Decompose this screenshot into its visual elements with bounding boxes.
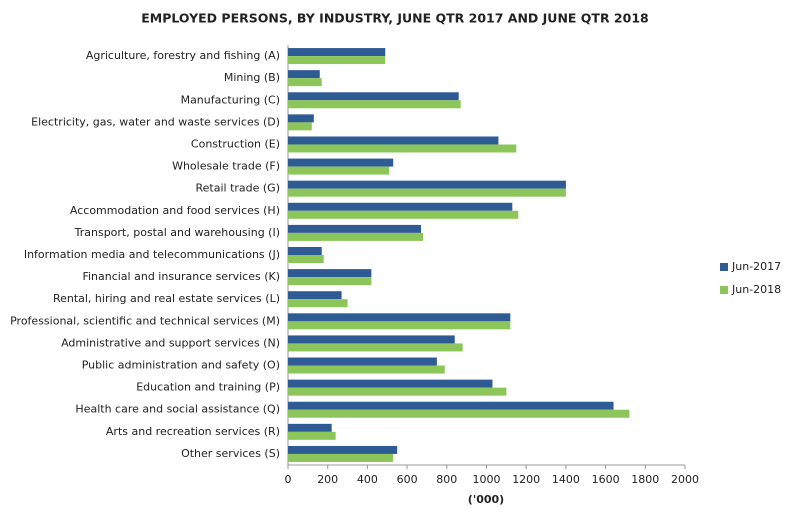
bar <box>288 423 332 432</box>
bar <box>288 158 394 167</box>
bar <box>288 188 566 197</box>
bar <box>288 277 372 286</box>
y-tick-label: Other services (S) <box>181 447 280 460</box>
bar <box>288 401 614 410</box>
bar <box>288 255 324 263</box>
y-tick-label: Arts and recreation services (R) <box>106 425 280 438</box>
bar <box>288 210 519 219</box>
y-tick-label: Financial and insurance services (K) <box>82 270 280 283</box>
y-tick-label: Retail trade (G) <box>195 182 280 195</box>
x-tick-label: 0 <box>285 473 292 486</box>
y-tick-label: Information media and telecommunications… <box>24 248 280 261</box>
y-tick-label: Agriculture, forestry and fishing (A) <box>86 49 280 62</box>
bar <box>288 56 386 65</box>
y-tick-label: Public administration and safety (O) <box>82 359 280 372</box>
bar <box>288 343 463 352</box>
bar <box>288 431 336 440</box>
bar <box>288 224 421 233</box>
y-tick-label: Manufacturing (C) <box>181 93 280 106</box>
chart-title: EMPLOYED PERSONS, BY INDUSTRY, JUNE QTR … <box>141 11 648 26</box>
bar <box>288 387 507 396</box>
legend-label: Jun-2017 <box>731 260 781 273</box>
bar <box>288 357 437 366</box>
bar <box>288 166 390 175</box>
bar <box>288 180 566 189</box>
bar <box>288 299 348 308</box>
bar <box>288 291 342 300</box>
y-tick-label: Professional, scientific and technical s… <box>10 314 280 327</box>
bar <box>288 409 630 418</box>
bar <box>288 144 517 153</box>
bar <box>288 70 320 79</box>
bar <box>288 78 322 87</box>
bar <box>288 247 322 255</box>
y-tick-label: Administrative and support services (N) <box>61 336 280 349</box>
y-tick-label: Accommodation and food services (H) <box>70 204 280 217</box>
bar <box>288 321 511 330</box>
bar <box>288 269 372 278</box>
legend-swatch <box>720 286 728 294</box>
x-tick-label: 600 <box>397 473 418 486</box>
x-tick-label: 1000 <box>473 473 501 486</box>
y-tick-label: Education and training (P) <box>136 381 280 394</box>
bar <box>288 232 423 241</box>
bar <box>288 445 398 454</box>
x-tick-label: 800 <box>436 473 457 486</box>
y-tick-label: Health care and social assistance (Q) <box>75 403 280 416</box>
bar <box>288 335 455 344</box>
bar <box>288 136 499 145</box>
bar <box>288 313 511 322</box>
bar <box>288 202 513 211</box>
y-tick-label: Mining (B) <box>224 71 280 84</box>
x-tick-label: 200 <box>317 473 338 486</box>
x-tick-label: 1800 <box>631 473 659 486</box>
y-tick-label: Electricity, gas, water and waste servic… <box>31 115 280 128</box>
bar <box>288 122 312 131</box>
x-tick-label: 1600 <box>592 473 620 486</box>
legend-swatch <box>720 263 728 271</box>
x-tick-label: 400 <box>357 473 378 486</box>
y-tick-label: Transport, postal and warehousing (I) <box>74 226 280 239</box>
bar <box>288 92 459 101</box>
bar <box>288 379 493 388</box>
y-tick-label: Wholesale trade (F) <box>172 160 280 173</box>
bar <box>288 114 314 123</box>
x-tick-label: 1400 <box>552 473 580 486</box>
bar <box>288 100 461 109</box>
bar <box>288 453 394 462</box>
y-tick-label: Rental, hiring and real estate services … <box>53 292 280 305</box>
x-tick-label: 2000 <box>671 473 699 486</box>
x-tick-label: 1200 <box>512 473 540 486</box>
y-tick-label: Construction (E) <box>191 137 280 150</box>
legend-label: Jun-2018 <box>731 283 781 296</box>
bar <box>288 48 386 57</box>
bar <box>288 365 445 374</box>
x-axis-title: ('000) <box>468 493 504 506</box>
